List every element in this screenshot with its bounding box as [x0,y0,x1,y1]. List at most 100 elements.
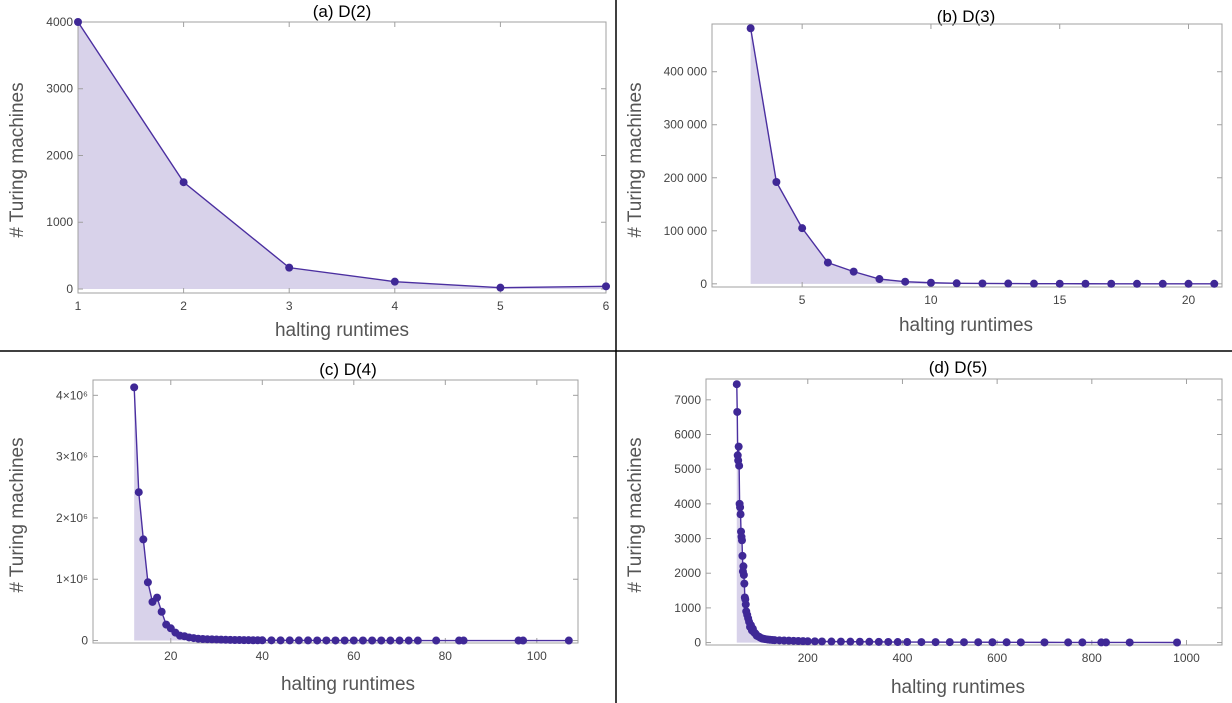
chart-c-point [404,636,413,645]
chart-c-point [564,636,573,645]
chart-d-ytick-label: 6000 [674,427,701,441]
chart-b-point [1158,279,1167,288]
chart-a-point [602,282,610,291]
chart-d-ytick-label: 4000 [674,497,701,511]
chart-a-point [74,18,82,26]
chart-b-point [772,178,781,187]
chart-b-point [952,279,961,288]
chart-b-point [1133,279,1141,288]
chart-c-ytick-label: 3×10⁶ [56,450,88,464]
chart-b-point [1029,279,1038,288]
chart-c-point [395,636,404,645]
chart-d-point [988,638,997,647]
chart-b-point [1055,279,1064,288]
chart-d-title: (d) D(5) [929,358,988,377]
chart-c-point [377,636,386,645]
chart-a-ytick-label: 4000 [46,15,73,29]
chart-d-frame [705,378,1223,646]
chart-c-point [130,383,139,392]
chart-d-point [960,638,968,647]
chart-c-point [432,636,441,645]
chart-c-ytick-label: 1×10⁶ [56,572,88,586]
chart-d-point [817,637,826,646]
chart-d-point [1002,638,1011,647]
chart-b-point [1210,279,1219,288]
chart-d-point [736,503,745,512]
chart-d-point [741,600,750,609]
chart-c-point [322,636,331,645]
chart-c-xlabel: halting runtimes [281,674,415,695]
chart-c-point [267,636,276,645]
chart-b: (b) D(3) halting runtimes # Turing machi… [625,7,1223,336]
chart-d-ylabel: # Turing machines [625,437,646,592]
chart-b-point [746,24,755,33]
chart-c-xtick-label: 80 [439,649,453,663]
chart-b-frame [711,23,1223,288]
chart-c-line [133,387,569,642]
chart-b-ytick-label: 0 [700,277,707,291]
chart-d-point [865,637,874,646]
chart-b-point [1107,279,1116,288]
chart-d-point [737,536,746,545]
chart-c-point [285,636,294,645]
chart-c-point [413,636,422,645]
chart-d-point [1064,638,1073,647]
chart-b-area [750,28,1215,284]
chart-d-xtick-label: 800 [1082,651,1102,665]
chart-d-point [735,461,744,470]
chart-c-point [368,636,377,645]
chart-a-xtick-label: 6 [603,299,610,313]
chart-c-xtick-label: 100 [527,649,547,663]
chart-b-xtick-label: 5 [799,293,806,307]
chart-d-point [740,579,749,588]
chart-b-point [926,278,935,287]
chart-c-frame [92,379,579,644]
chart-c-xtick-label: 20 [164,649,178,663]
chart-d-point [732,380,741,389]
chart-a-point [179,178,188,187]
chart-a-xtick-label: 5 [497,299,504,313]
chart-d-point [903,638,912,647]
chart-a-line [77,21,607,289]
chart-d-line [736,384,1178,644]
chart-a-xlabel: halting runtimes [275,320,409,341]
chart-d-point [1102,638,1111,647]
chart-d-point [810,637,819,646]
chart-d-ytick-label: 0 [694,636,701,650]
chart-d-point [738,551,747,560]
chart-a-xtick-label: 2 [180,299,187,313]
chart-d-point [874,637,883,646]
chart-b-ytick-label: 400 000 [664,65,708,79]
chart-a-ytick-label: 3000 [46,82,73,96]
chart-d-point [884,637,893,646]
chart-b-ytick-label: 200 000 [664,171,708,185]
chart-b-xtick-label: 20 [1182,293,1196,307]
chart-b-title: (b) D(3) [937,7,996,26]
chart-d-point [803,637,812,646]
chart-d-point [736,510,745,519]
chart-b-point [875,275,884,284]
chart-b-xlabel: halting runtimes [899,315,1033,336]
chart-c-ylabel: # Turing machines [7,437,28,592]
chart-b-point [978,279,987,288]
chart-b-line [749,28,1215,285]
chart-b-point [1081,279,1090,288]
chart-d: (d) D(5) halting runtimes # Turing machi… [625,358,1223,698]
chart-c-point [304,636,313,645]
chart-c-point [134,488,143,497]
chart-a-ytick-label: 0 [66,282,73,296]
chart-c-point [153,593,162,602]
chart-d-xtick-label: 200 [798,651,818,665]
chart-a: (a) D(2) halting runtimes # Turing machi… [7,2,610,341]
chart-b-point [849,267,858,276]
chart-a-point [285,263,294,272]
chart-d-area [736,384,1178,643]
chart-d-xlabel: halting runtimes [891,677,1025,698]
chart-d-point [945,638,954,647]
chart-c-point [519,636,528,645]
chart-d-point [739,570,748,579]
chart-c-point [276,636,285,645]
chart-d-point [1040,638,1049,647]
chart-d-ytick-label: 5000 [674,462,701,476]
